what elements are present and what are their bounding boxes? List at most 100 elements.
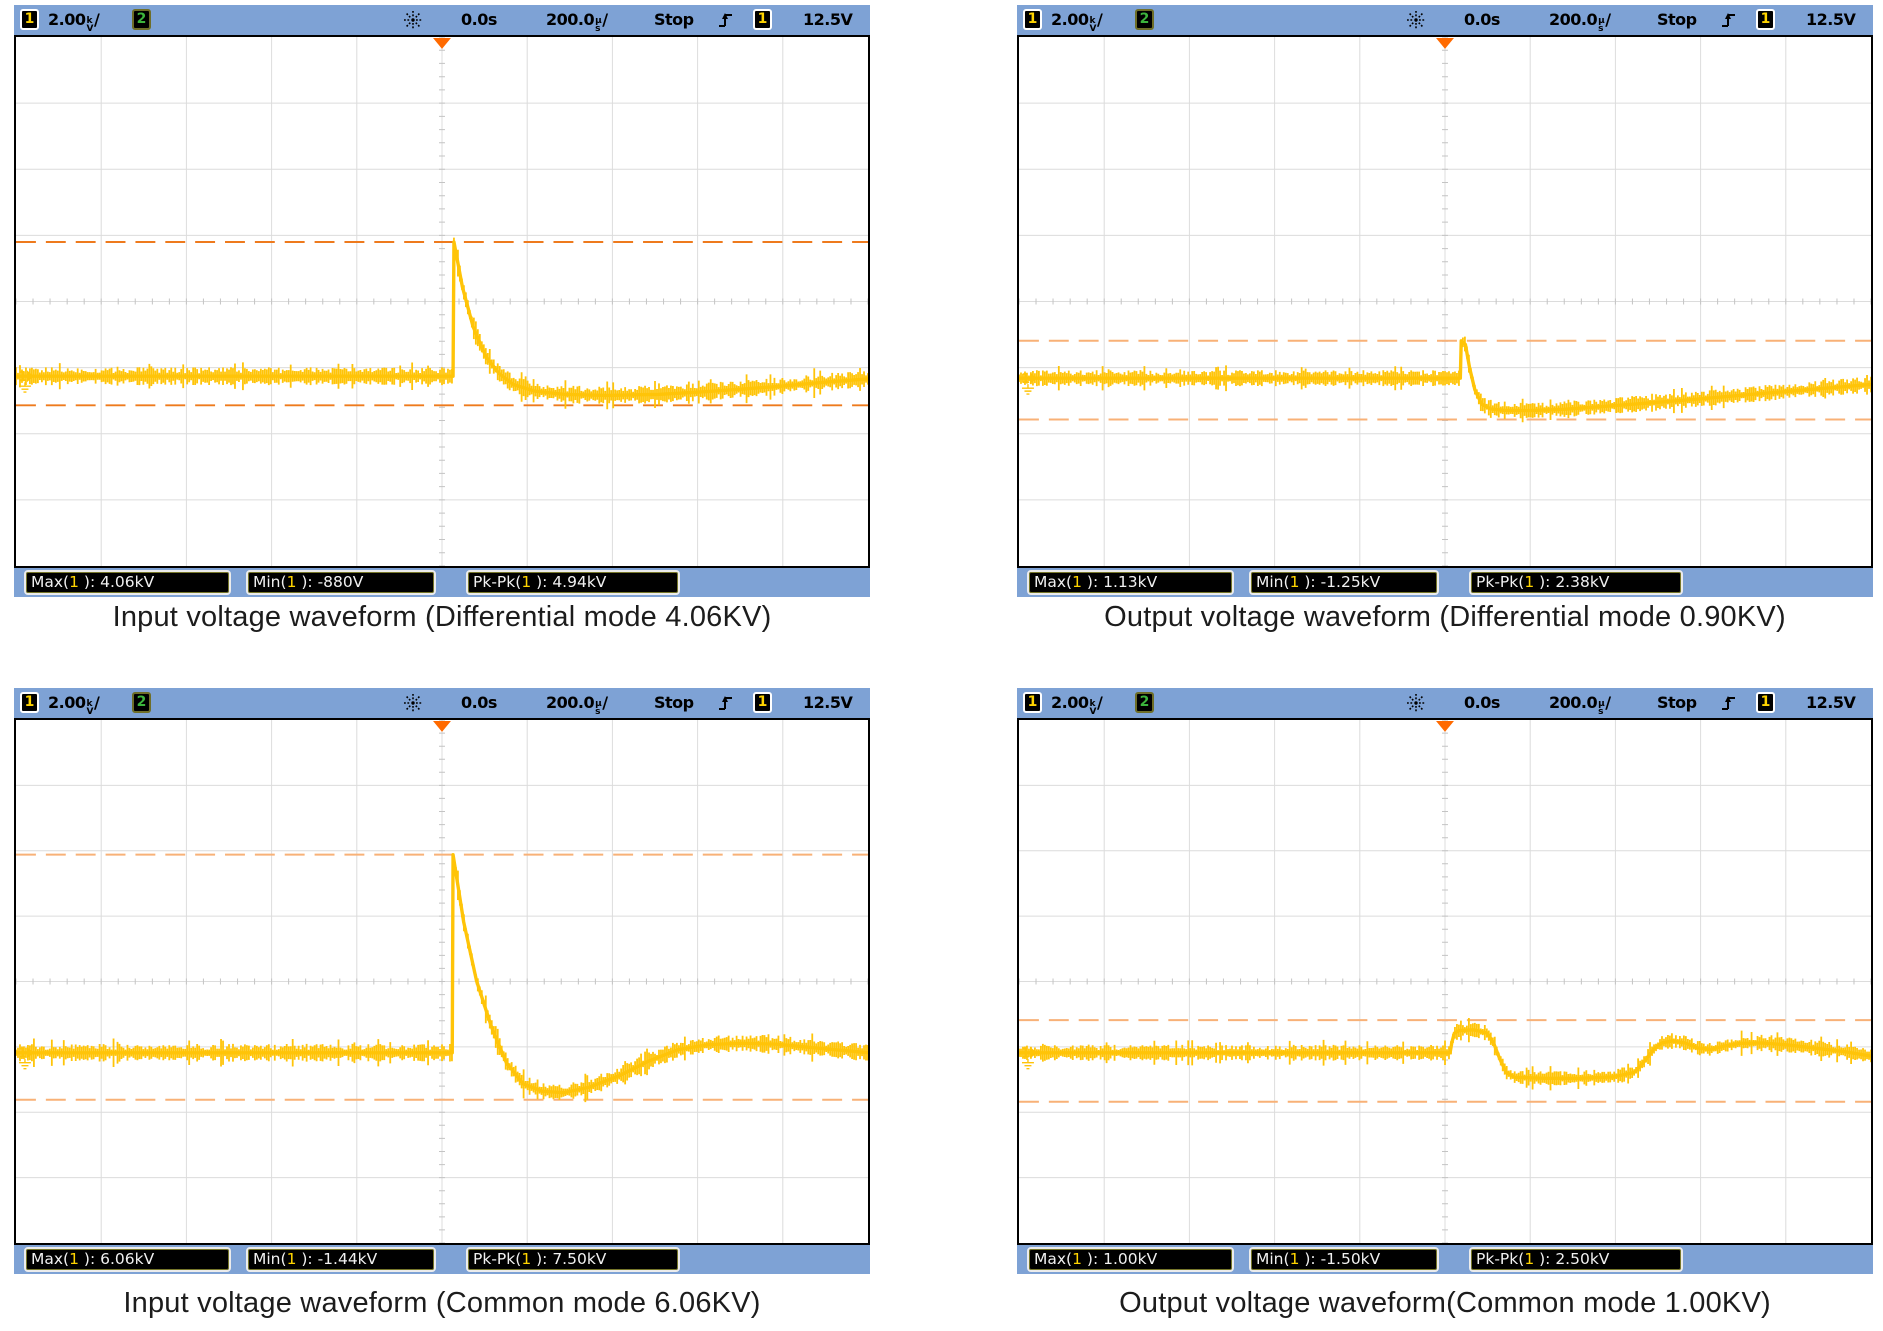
- channel1-badge[interactable]: 1: [1023, 9, 1042, 30]
- channel1-ground-marker[interactable]: 1: [1021, 372, 1037, 395]
- measurement-value: 1.13kV: [1103, 573, 1158, 591]
- channel1-ground-marker[interactable]: 1: [18, 1047, 34, 1070]
- measurement-bar: Max(1 ): 6.06kV Min(1 ): -1.44kV Pk-Pk(1 )…: [14, 1245, 870, 1274]
- paren-close: ):: [78, 1250, 101, 1268]
- measurement-value: -1.44kV: [317, 1250, 378, 1268]
- measurement-pk-pk[interactable]: Pk-Pk(1 ): 7.50kV: [466, 1247, 680, 1272]
- measurement-value: 4.94kV: [552, 573, 607, 591]
- paren-open: (: [1283, 573, 1290, 591]
- trigger-source-badge[interactable]: 1: [753, 692, 772, 713]
- measurement-channel: 1: [69, 1250, 79, 1268]
- trigger-source-badge[interactable]: 1: [753, 9, 772, 30]
- measurement-max[interactable]: Max(1 ): 1.13kV: [1027, 570, 1234, 595]
- paren-close: ):: [531, 573, 553, 591]
- svg-text:1: 1: [18, 370, 27, 385]
- scale-value: 2.00: [48, 693, 86, 712]
- measurement-max[interactable]: Max(1 ): 6.06kV: [24, 1247, 231, 1272]
- per-div-slash: /: [93, 693, 100, 712]
- measurement-label: Min: [253, 1250, 281, 1268]
- channel1-badge[interactable]: 1: [20, 9, 39, 30]
- trigger-level-readout[interactable]: 12.5V: [803, 10, 853, 29]
- measurement-label: Min: [1256, 1250, 1284, 1268]
- figure-caption: Output voltage waveform (Differential mo…: [1104, 601, 1786, 633]
- channel1-ground-marker[interactable]: 1: [1021, 1047, 1037, 1070]
- measurement-value: 6.06kV: [100, 1250, 155, 1268]
- measurement-min[interactable]: Min(1 ): -1.44kV: [246, 1247, 436, 1272]
- channel2-badge[interactable]: 2: [132, 692, 151, 713]
- timebase-value: 200.0: [1549, 10, 1598, 29]
- delay-readout[interactable]: 0.0s: [461, 693, 497, 712]
- channel2-badge[interactable]: 2: [1135, 692, 1154, 713]
- per-div-slash: /: [602, 10, 608, 29]
- paren-close: ):: [531, 1250, 553, 1268]
- channel1-scale-readout[interactable]: 2.00 k V /: [1051, 5, 1103, 35]
- measurement-label: Max: [31, 573, 64, 591]
- channel2-badge[interactable]: 2: [1135, 9, 1154, 30]
- trigger-level-readout[interactable]: 12.5V: [803, 693, 853, 712]
- delay-readout[interactable]: 0.0s: [1464, 693, 1500, 712]
- channel1-scale-readout[interactable]: 2.00 k V /: [1051, 688, 1103, 718]
- system-status-icon: [404, 11, 422, 29]
- svg-text:1: 1: [18, 1047, 27, 1062]
- channel1-badge[interactable]: 1: [1023, 692, 1042, 713]
- trigger-edge-icon: [719, 13, 732, 27]
- timebase-readout[interactable]: 200.0 µ s /: [546, 688, 608, 718]
- timebase-readout[interactable]: 200.0 µ s /: [1549, 688, 1611, 718]
- paren-close: ):: [1299, 573, 1321, 591]
- timebase-readout[interactable]: 200.0 µ s /: [546, 5, 608, 35]
- run-state-readout[interactable]: Stop: [1657, 10, 1697, 29]
- timebase-value: 200.0: [1549, 693, 1598, 712]
- waveform-canvas: 1: [1019, 720, 1871, 1243]
- trigger-position-marker[interactable]: [433, 37, 451, 49]
- run-state-readout[interactable]: Stop: [1657, 693, 1697, 712]
- measurement-value: 2.50kV: [1555, 1250, 1610, 1268]
- channel1-scale-readout[interactable]: 2.00 k V /: [48, 5, 100, 35]
- trigger-source-badge[interactable]: 1: [1756, 692, 1775, 713]
- unit-top: µ: [1598, 699, 1605, 709]
- measurement-max[interactable]: Max(1 ): 4.06kV: [24, 570, 231, 595]
- measurement-label: Pk-Pk: [473, 1250, 516, 1268]
- channel1-scale-readout[interactable]: 2.00 k V /: [48, 688, 100, 718]
- trigger-position-marker[interactable]: [1436, 37, 1454, 49]
- trigger-position-marker[interactable]: [433, 720, 451, 732]
- paren-close: ):: [1534, 573, 1556, 591]
- scope-header: 1 2.00 k V/ 2 0.0s 200.0 µ s / Stop 1 12.5V: [14, 5, 870, 35]
- trigger-position-marker[interactable]: [1436, 720, 1454, 732]
- measurement-channel: 1: [521, 573, 532, 591]
- paren-open: (: [1518, 573, 1525, 591]
- measurement-bar: Max(1 ): 1.00kV Min(1 ): -1.50kV Pk-Pk(1 )…: [1017, 1245, 1873, 1274]
- delay-readout[interactable]: 0.0s: [461, 10, 497, 29]
- measurement-label: Max: [1034, 573, 1067, 591]
- measurement-min[interactable]: Min(1 ): -1.50kV: [1249, 1247, 1439, 1272]
- unit-bottom: s: [595, 707, 600, 717]
- paren-open: (: [1066, 1250, 1073, 1268]
- waveform-display: 1: [14, 718, 870, 1245]
- waveform-canvas: 1: [16, 37, 868, 566]
- trigger-level-readout[interactable]: 12.5V: [1806, 10, 1856, 29]
- trigger-level-readout[interactable]: 12.5V: [1806, 693, 1856, 712]
- measurement-pk-pk[interactable]: Pk-Pk(1 ): 2.50kV: [1469, 1247, 1683, 1272]
- channel1-badge[interactable]: 1: [20, 692, 39, 713]
- channel2-badge[interactable]: 2: [132, 9, 151, 30]
- unit-bottom: s: [1598, 24, 1603, 34]
- run-state-readout[interactable]: Stop: [654, 10, 694, 29]
- oscilloscope-capture-input-common: 1 2.00 k V/ 2 0.0s 200.0 µ s / Stop 1 12.5V 1…: [14, 688, 870, 1274]
- channel1-ground-marker[interactable]: 1: [18, 370, 34, 393]
- svg-text:1: 1: [1021, 372, 1030, 387]
- measurement-pk-pk[interactable]: Pk-Pk(1 ): 2.38kV: [1469, 570, 1683, 595]
- scope-header: 1 2.00 k V/ 2 0.0s 200.0 µ s / Stop 1 12.5V: [14, 688, 870, 718]
- measurement-max[interactable]: Max(1 ): 1.00kV: [1027, 1247, 1234, 1272]
- timebase-readout[interactable]: 200.0 µ s /: [1549, 5, 1611, 35]
- paren-open: (: [515, 573, 522, 591]
- per-div-slash: /: [93, 10, 100, 29]
- scope-header: 1 2.00 k V/ 2 0.0s 200.0 µ s / Stop 1 12.5V: [1017, 5, 1873, 35]
- measurement-value: 1.00kV: [1103, 1250, 1158, 1268]
- measurement-pk-pk[interactable]: Pk-Pk(1 ): 4.94kV: [466, 570, 680, 595]
- paren-close: ):: [296, 1250, 318, 1268]
- measurement-min[interactable]: Min(1 ): -880V: [246, 570, 436, 595]
- paren-open: (: [515, 1250, 522, 1268]
- measurement-min[interactable]: Min(1 ): -1.25kV: [1249, 570, 1439, 595]
- trigger-source-badge[interactable]: 1: [1756, 9, 1775, 30]
- delay-readout[interactable]: 0.0s: [1464, 10, 1500, 29]
- run-state-readout[interactable]: Stop: [654, 693, 694, 712]
